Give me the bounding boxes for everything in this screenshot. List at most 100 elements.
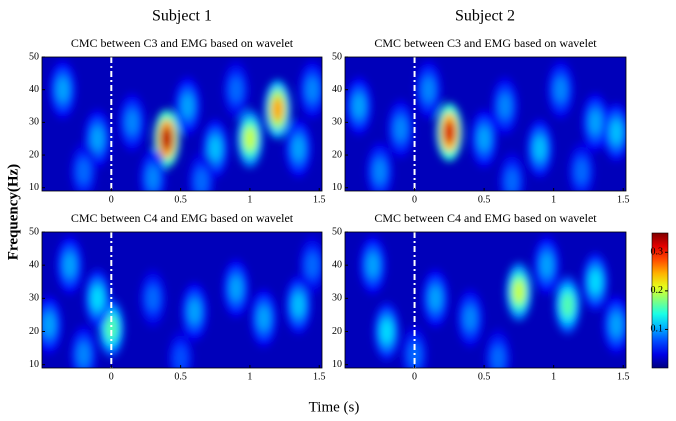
blobs <box>359 236 626 368</box>
coherence-blob <box>292 136 305 161</box>
coherence-blob <box>492 345 504 368</box>
coherence-blob <box>443 120 456 145</box>
coherence-blob <box>506 169 518 191</box>
x-tick-label: 1.5 <box>617 194 630 205</box>
heatmap <box>42 57 322 191</box>
coherence-blob <box>429 286 442 311</box>
heatmap <box>345 57 626 191</box>
blobs <box>345 60 626 191</box>
panel-title: CMC between C3 and EMG based on wavelet <box>374 36 597 50</box>
y-tick-label: 30 <box>29 117 39 128</box>
x-axis-label: Time (s) <box>309 399 360 415</box>
coherence-blob <box>147 165 159 191</box>
x-tick-label: 1.5 <box>313 371 326 382</box>
y-tick-label: 10 <box>29 182 39 193</box>
x-tick-label: 0 <box>109 371 114 382</box>
y-tick-label: 50 <box>332 226 342 237</box>
coherence-blob <box>589 110 602 135</box>
x-tick-label: 1 <box>551 371 556 382</box>
coherence-blob <box>91 126 104 151</box>
y-tick-label: 30 <box>332 117 342 128</box>
x-tick-label: 1 <box>551 194 556 205</box>
x-tick-label: 0.5 <box>174 371 187 382</box>
colorbar <box>651 232 669 369</box>
y-tick-label: 20 <box>29 149 39 160</box>
coherence-blob <box>380 319 393 344</box>
x-tick-label: 0.5 <box>478 371 491 382</box>
coherence-blob <box>271 97 284 122</box>
x-tick-label: 1 <box>247 194 252 205</box>
coherence-blob <box>56 77 69 102</box>
colorbar-tick-label: 0.1 <box>651 324 664 335</box>
x-tick-label: 1.5 <box>617 371 630 382</box>
y-tick-label: 40 <box>29 84 39 95</box>
coherence-blob <box>422 77 435 102</box>
coherence-blob <box>257 306 270 331</box>
y-tick-label: 40 <box>29 259 39 270</box>
coherence-blob <box>306 77 319 102</box>
coherence-blob <box>533 136 546 161</box>
coherence-blob <box>160 126 173 151</box>
coherence-blob <box>561 292 574 318</box>
coherence-blob <box>499 93 511 119</box>
y-tick-label: 20 <box>29 326 39 337</box>
coherence-blob <box>195 169 208 191</box>
colorbar-tick-label: 0.3 <box>651 247 664 258</box>
coherence-blob <box>126 110 138 135</box>
x-tick-label: 1 <box>247 371 252 382</box>
coherence-blob <box>353 93 365 119</box>
heatmap <box>345 232 626 368</box>
y-tick-label: 10 <box>332 359 342 370</box>
panel-title: CMC between C3 and EMG based on wavelet <box>71 36 294 50</box>
x-tick-label: 0.5 <box>174 194 187 205</box>
panel-title: CMC between C4 and EMG based on wavelet <box>71 211 294 225</box>
coherence-blob <box>540 253 553 278</box>
y-tick-label: 30 <box>332 293 342 304</box>
y-tick-label: 20 <box>332 149 342 160</box>
coherence-blob <box>373 159 386 184</box>
y-axis-label: Frequency(Hz) <box>5 164 21 260</box>
coherence-blob <box>43 312 55 337</box>
y-tick-label: 10 <box>29 359 39 370</box>
coherence-blob <box>230 276 242 301</box>
coherence-blob <box>209 136 222 161</box>
coherence-blob <box>575 159 588 184</box>
coherence-blob <box>292 292 305 318</box>
coherence-blob <box>244 126 256 151</box>
coherence-blob <box>394 116 407 142</box>
x-tick-label: 0 <box>412 371 417 382</box>
panel-title: CMC between C4 and EMG based on wavelet <box>374 211 597 225</box>
panel-frame <box>41 231 323 369</box>
coherence-blob <box>91 286 104 311</box>
colorbar-tick-label: 0.2 <box>651 285 664 296</box>
panel-frame <box>344 56 627 192</box>
coherence-blob <box>174 345 187 368</box>
coherence-blob <box>513 279 525 304</box>
coherence-blob <box>610 312 623 337</box>
coherence-blob <box>77 159 90 184</box>
y-tick-label: 40 <box>332 84 342 95</box>
coherence-blob <box>77 342 90 367</box>
coherence-blob <box>366 253 379 278</box>
blobs <box>42 236 322 368</box>
y-tick-label: 40 <box>332 259 342 270</box>
coherence-blob <box>147 286 159 311</box>
x-tick-label: 0 <box>412 194 417 205</box>
y-tick-label: 10 <box>332 182 342 193</box>
x-tick-label: 0.5 <box>478 194 491 205</box>
heatmap <box>42 232 322 368</box>
x-tick-label: 0 <box>109 194 114 205</box>
coherence-blob <box>464 306 477 331</box>
coherence-blob <box>554 77 567 102</box>
coherence-blob <box>610 120 623 145</box>
y-tick-label: 30 <box>29 293 39 304</box>
coherence-blob <box>105 316 118 341</box>
panel-frame <box>344 231 627 369</box>
panel-frame <box>41 56 323 192</box>
y-tick-label: 50 <box>29 51 39 62</box>
coherence-blob <box>478 126 490 151</box>
coherence-blob <box>181 93 194 119</box>
coherence-blob <box>63 253 76 278</box>
x-tick-label: 1.5 <box>313 194 326 205</box>
